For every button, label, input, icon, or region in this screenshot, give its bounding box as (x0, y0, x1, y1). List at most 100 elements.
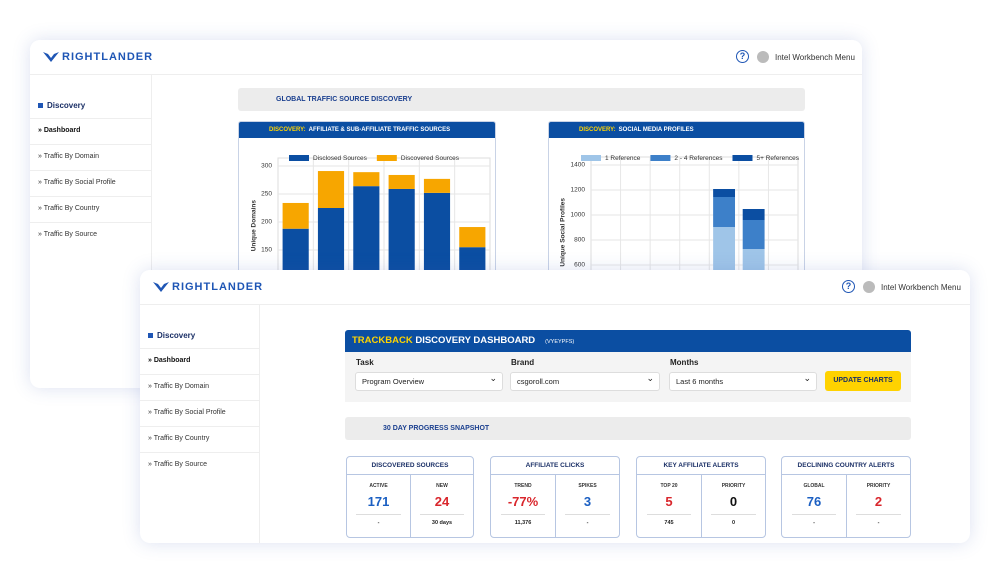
metric-value: 0 (729, 494, 738, 509)
help-button[interactable]: ? (736, 50, 749, 63)
divider (420, 514, 464, 515)
logo-shape (153, 282, 169, 292)
nav-item[interactable]: » Traffic By Country (148, 435, 210, 442)
metric-sub: - (377, 520, 380, 526)
metric-sub: - (877, 520, 880, 526)
nav-item[interactable]: » Traffic By Social Profile (38, 179, 116, 186)
metric-sub: 0 (731, 520, 736, 526)
front-window: RIGHTLANDER? Intel Workbench Menu Discover… (140, 270, 970, 543)
nav-section: Discovery (148, 331, 195, 340)
nav-item[interactable]: » Dashboard (148, 357, 191, 364)
bar-segment (282, 202, 309, 229)
metric-label: GLOBAL (803, 483, 825, 489)
metric: TOP 20 5 745 (637, 475, 701, 537)
metric-card: AFFILIATE CLICKS TREND -77% 11,376 SPIKES 3 - (490, 456, 620, 538)
metric-label: PRIORITY (721, 483, 746, 489)
nav-separator (140, 452, 260, 453)
logo-shape (43, 52, 59, 62)
nav-separator (30, 222, 152, 223)
card-title: DISCOVERED SOURCES (347, 457, 473, 475)
y-axis-label: Unique Domains (251, 200, 258, 252)
y-tick-label: 1000 (571, 212, 586, 219)
nav-item[interactable]: » Traffic By Domain (148, 383, 209, 390)
nav-separator (140, 348, 260, 349)
help-button[interactable]: ? (842, 280, 855, 293)
card-title: KEY AFFILIATE ALERTS (637, 457, 765, 475)
nav-section: Discovery (38, 101, 85, 110)
brand: RIGHTLANDER (62, 51, 154, 63)
nav-item[interactable]: » Dashboard (38, 127, 81, 134)
metric-label: SPIKES (578, 483, 597, 489)
sidebar: Discovery » Dashboard » Traffic By Domain »… (30, 75, 152, 388)
bar-segment (353, 172, 380, 187)
metric: PRIORITY 2 - (846, 475, 910, 537)
y-tick-label: 200 (261, 219, 272, 226)
chart-header: DISCOVERY: AFFILIATE & SUB-AFFILIATE TRAF… (239, 122, 495, 138)
y-tick-label: 150 (261, 247, 272, 254)
metric-value: -77% (507, 494, 539, 509)
metric-card: DISCOVERED SOURCES ACTIVE 171 - NEW 24 30 days (346, 456, 474, 538)
y-tick-label: 300 (261, 163, 272, 170)
legend-swatch (732, 155, 753, 161)
brand: RIGHTLANDER (172, 281, 264, 293)
nav-separator (140, 400, 260, 401)
y-tick-label: 250 (261, 191, 272, 198)
bar-segment (459, 227, 486, 248)
select[interactable]: csgoroll.com (510, 370, 660, 391)
user-menu[interactable]: Intel Workbench Menu (881, 283, 961, 292)
metric: PRIORITY 0 0 (701, 475, 765, 537)
nav-separator (140, 374, 260, 375)
bar-segment (317, 171, 345, 208)
nav-item[interactable]: » Traffic By Source (38, 231, 98, 238)
dashboard-code: (VYEYPFS) (545, 339, 575, 345)
legend-swatch (581, 155, 601, 161)
metric-sub: - (586, 520, 589, 526)
y-tick-label: 600 (574, 262, 585, 269)
logo-icon (153, 282, 169, 292)
metric-sub: - (813, 520, 815, 526)
header: RIGHTLANDER? Intel Workbench Menu (140, 270, 970, 305)
sidebar: Discovery » Dashboard » Traffic By Domain »… (140, 305, 260, 543)
card-title: DECLINING COUNTRY ALERTS (782, 457, 910, 475)
legend-label: 5+ References (756, 155, 799, 162)
legend-label: Discovered Sources (401, 155, 460, 162)
metric-value: 2 (874, 494, 883, 509)
divider (711, 514, 756, 515)
section-banner: GLOBAL TRAFFIC SOURCE DISCOVERY (238, 88, 805, 111)
select[interactable]: Program Overview (355, 370, 503, 391)
chart-title: SOCIAL MEDIA PROFILES (618, 127, 694, 133)
title-highlight: TRACKBACK (352, 335, 413, 346)
avatar (757, 51, 769, 63)
metric-label: TOP 20 (660, 483, 678, 489)
divider (791, 514, 837, 515)
divider (646, 514, 692, 515)
chart-title: AFFILIATE & SUB-AFFILIATE TRAFFIC SOURCE… (308, 127, 451, 133)
field-label: Months (670, 358, 699, 367)
bar-segment (423, 178, 451, 193)
legend-label: Disclosed Sources (313, 155, 368, 162)
metric-value: 3 (583, 494, 592, 509)
metric-value: 5 (665, 494, 673, 509)
metric-sub: 11,376 (514, 520, 532, 526)
nav-item[interactable]: » Traffic By Social Profile (148, 409, 226, 416)
metric: GLOBAL 76 - (782, 475, 846, 537)
dashboard-title: DISCOVERY DASHBOARD (415, 335, 536, 346)
section-banner: 30 DAY PROGRESS SNAPSHOT (345, 417, 911, 440)
nav-separator (30, 170, 152, 171)
nav-item[interactable]: » Traffic By Country (38, 205, 100, 212)
nav-item[interactable]: » Traffic By Source (148, 461, 208, 468)
nav-item[interactable]: » Traffic By Domain (38, 153, 99, 160)
metric-sub: 745 (664, 520, 674, 526)
metric-card: DECLINING COUNTRY ALERTS GLOBAL 76- PRIORIT… (781, 456, 911, 538)
legend-label: 2 - 4 References (674, 155, 723, 162)
y-tick-label: 800 (574, 237, 585, 244)
metric-value: 24 (434, 494, 450, 509)
y-axis-label: Unique Social Profiles (560, 198, 567, 267)
metric-card: KEY AFFILIATE ALERTS TOP 20 5 745 PRIORITY 0 0 (636, 456, 766, 538)
divider (565, 514, 610, 515)
logo-icon (43, 52, 59, 62)
bar-segment (388, 174, 415, 189)
select[interactable]: Last 6 months (669, 370, 817, 391)
user-menu[interactable]: Intel Workbench Menu (775, 53, 855, 62)
update-button[interactable]: UPDATE CHARTS (825, 371, 901, 391)
